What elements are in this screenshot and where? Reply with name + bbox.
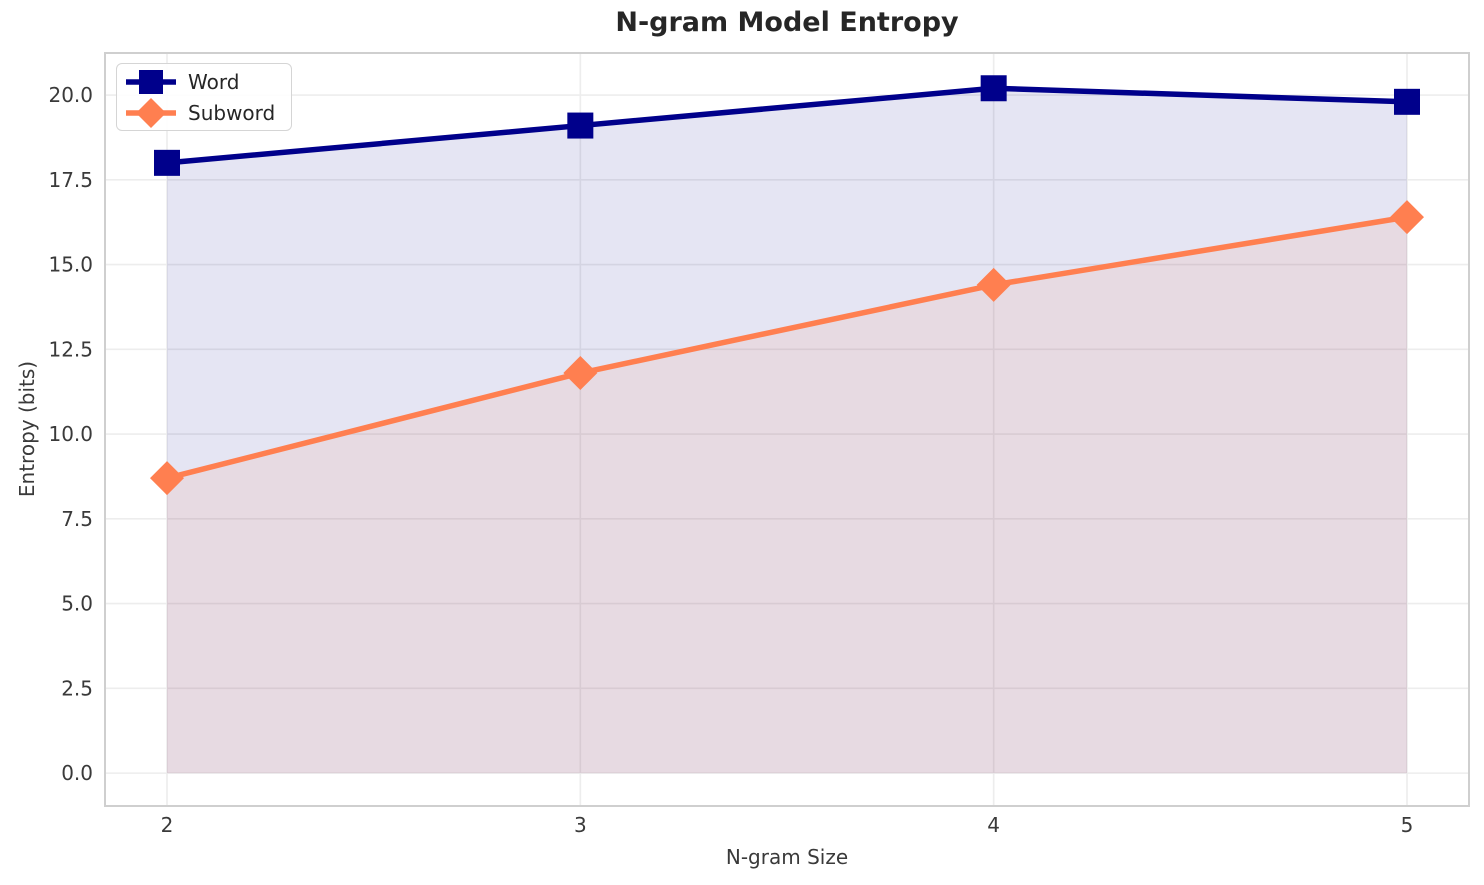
legend-label-subword: Subword: [188, 100, 276, 125]
subword-diamond-marker-icon: [563, 356, 598, 391]
y-tick-label: 20.0: [48, 83, 93, 107]
subword-diamond-marker-icon: [1390, 200, 1424, 235]
y-tick-label: 15.0: [48, 253, 93, 277]
x-tick-label: 2: [161, 813, 174, 837]
x-tick-label: 3: [574, 813, 587, 837]
y-tick-label: 12.5: [48, 337, 93, 361]
word-square-marker-icon: [126, 69, 176, 94]
legend-item-subword: Subword: [125, 97, 276, 128]
plot-border: [104, 52, 1470, 807]
subword-diamond-marker-icon: [976, 267, 1011, 302]
x-tick-label: 4: [987, 813, 1000, 837]
x-tick-label: 5: [1401, 813, 1414, 837]
legend-item-word: Word: [125, 67, 275, 96]
chart-title: N-gram Model Entropy: [615, 7, 959, 38]
subword-diamond-marker-icon: [136, 97, 166, 128]
area-fill-word: [167, 88, 1407, 774]
word-square-marker-icon: [980, 75, 1007, 102]
word-square-marker-icon: [154, 149, 180, 176]
legend-label-word: Word: [188, 69, 240, 94]
y-tick-label: 10.0: [48, 422, 93, 446]
y-axis-label: Entropy (bits): [15, 360, 39, 498]
y-tick-label: 7.5: [61, 507, 93, 531]
word-square-marker-icon: [139, 69, 163, 94]
line-word: [166, 85, 1408, 166]
y-tick-label: 17.5: [48, 168, 93, 192]
y-tick-label: 2.5: [61, 676, 93, 700]
word-square-marker-icon: [1394, 88, 1420, 115]
line-subword: [166, 214, 1408, 481]
legend: Word Subword: [116, 63, 293, 131]
y-tick-label: 0.0: [61, 761, 93, 785]
y-tick-label: 5.0: [61, 592, 93, 616]
subword-diamond-marker-icon: [150, 461, 184, 496]
word-square-marker-icon: [567, 112, 594, 139]
x-axis-label: N-gram Size: [725, 845, 849, 869]
subword-diamond-marker-icon: [126, 97, 176, 128]
area-fill-subword: [167, 217, 1407, 774]
